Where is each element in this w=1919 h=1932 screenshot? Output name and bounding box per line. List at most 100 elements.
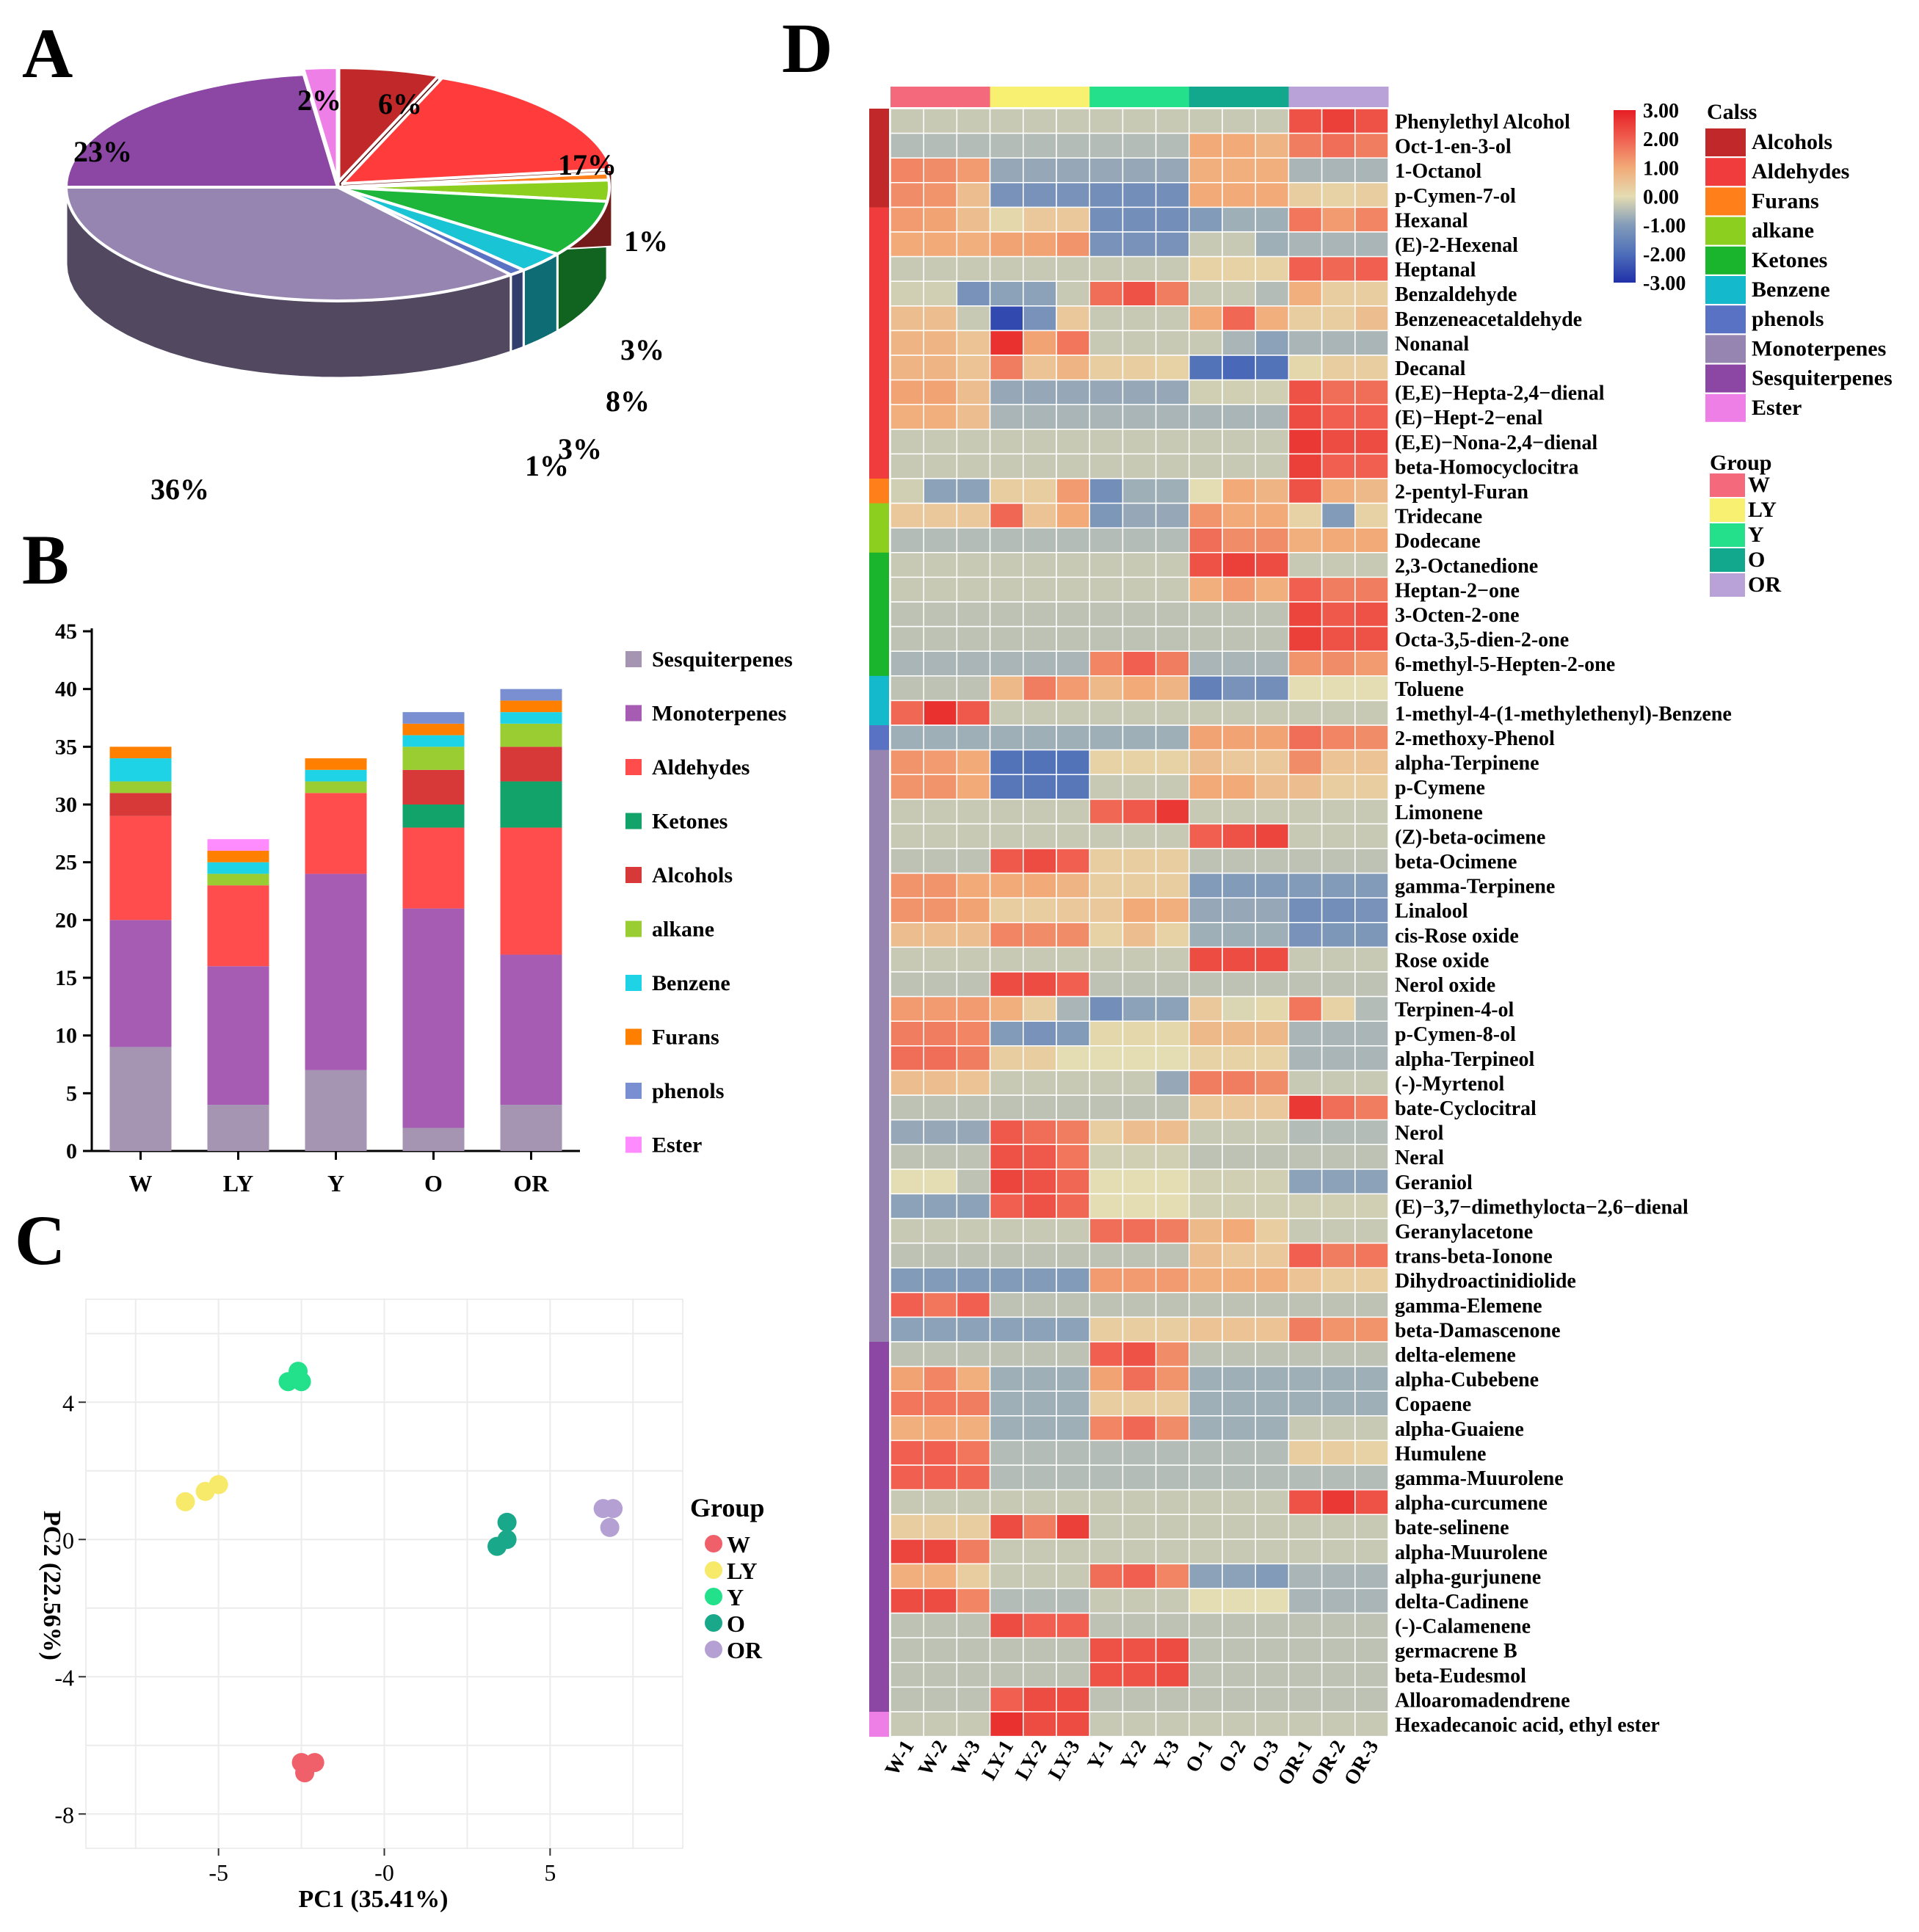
heatmap-cell	[1288, 305, 1323, 332]
row-class-bar-aldehydes	[869, 256, 889, 282]
heatmap-cell	[1023, 231, 1057, 258]
heatmap-cell	[989, 453, 1024, 479]
heatmap-cell	[1056, 1218, 1090, 1244]
heatmap-cell	[1255, 502, 1290, 529]
heatmap-cell	[956, 1045, 991, 1072]
row-label: beta-Ocimene	[1395, 851, 1517, 874]
heatmap-cell	[1023, 576, 1057, 603]
heatmap-cell	[1155, 182, 1190, 208]
heatmap-cell	[1354, 1464, 1389, 1491]
heatmap-cell	[890, 1514, 924, 1540]
x-tick-label: W	[129, 1170, 153, 1196]
heatmap-cell	[1222, 1045, 1256, 1072]
legend-dot-or	[705, 1641, 722, 1658]
heatmap-cell	[1056, 1119, 1090, 1145]
heatmap-cell	[1089, 1711, 1124, 1737]
heatmap-cell	[1023, 1341, 1057, 1368]
heatmap-cell	[1255, 922, 1290, 948]
heatmap-cell	[1089, 1612, 1124, 1638]
heatmap-cell	[1222, 1267, 1256, 1293]
bar-ly-monoterpenes	[207, 966, 269, 1105]
heatmap-cell	[1089, 1539, 1124, 1565]
heatmap-cell	[1189, 774, 1223, 800]
heatmap-cell	[1189, 280, 1223, 307]
heatmap-cell	[1321, 1686, 1356, 1713]
heatmap-cell	[1255, 700, 1290, 726]
heatmap-cell	[956, 650, 991, 677]
heatmap-cell	[1354, 1316, 1389, 1343]
heatmap-cell	[1288, 1020, 1323, 1047]
heatmap-cell	[890, 1390, 924, 1417]
row-label: 1-Octanol	[1395, 160, 1481, 183]
heatmap-cell	[1089, 922, 1124, 948]
heatmap-cell	[923, 1070, 958, 1096]
heatmap-cell	[1189, 1439, 1223, 1466]
heatmap-cell	[1321, 355, 1356, 381]
heatmap-cell	[1354, 1612, 1389, 1638]
column-group-bar-ly	[990, 87, 1024, 107]
x-tick-label: -5	[208, 1859, 228, 1886]
heatmap-cell	[989, 1390, 1024, 1417]
heatmap-cell	[1023, 1563, 1057, 1589]
heatmap-cell	[956, 1242, 991, 1268]
heatmap-cell	[1321, 848, 1356, 874]
legend-title: Group	[690, 1493, 764, 1522]
heatmap-cell	[1155, 527, 1190, 553]
heatmap-cell	[1189, 182, 1223, 208]
heatmap-cell	[923, 1686, 958, 1713]
row-label: Benzeneacetaldehyde	[1395, 308, 1582, 331]
heatmap-cell	[890, 1094, 924, 1121]
heatmap-cell	[1354, 625, 1389, 652]
heatmap-cell	[1354, 1489, 1389, 1515]
heatmap-cell	[1189, 330, 1223, 356]
heatmap-cell	[989, 576, 1024, 603]
heatmap-cell	[923, 1464, 958, 1491]
pie-slice-ester	[302, 65, 339, 184]
row-label: delta-Cadinene	[1395, 1591, 1528, 1613]
bar-or-benzene	[500, 712, 562, 724]
heatmap-cell	[1321, 429, 1356, 455]
legend-swatch-monoterpenes	[625, 705, 642, 722]
heatmap-cell	[1321, 799, 1356, 825]
class-legend-swatch-ester	[1705, 393, 1746, 422]
heatmap-cell	[956, 1365, 991, 1392]
bar-w-alcohols	[109, 793, 172, 816]
heatmap-cell	[1189, 1242, 1223, 1268]
heatmap-cell	[923, 527, 958, 553]
heatmap-cell	[989, 1242, 1024, 1268]
heatmap-cell	[1288, 157, 1323, 184]
heatmap-cell	[1288, 527, 1323, 553]
row-class-bar-monoterpenes	[869, 1219, 889, 1244]
heatmap-cell	[923, 872, 958, 898]
heatmap-cell	[890, 1267, 924, 1293]
heatmap-cell	[1222, 255, 1256, 282]
heatmap-cell	[1255, 404, 1290, 430]
heatmap-cell	[1056, 971, 1090, 998]
heatmap-cell	[1288, 1439, 1323, 1466]
heatmap-cell	[1122, 1341, 1157, 1368]
heatmap-cell	[1155, 305, 1190, 332]
heatmap-cell	[1089, 995, 1124, 1022]
heatmap-cell	[1255, 330, 1290, 356]
heatmap-cell	[1122, 823, 1157, 849]
heatmap-cell	[1189, 255, 1223, 282]
heatmap-cell	[1255, 625, 1290, 652]
heatmap-cell	[1155, 601, 1190, 628]
heatmap-cell	[1321, 1514, 1356, 1540]
heatmap-cell	[956, 1539, 991, 1565]
heatmap-cell	[1056, 724, 1090, 751]
column-group-bar-w	[957, 87, 991, 107]
heatmap-cell	[1089, 1070, 1124, 1096]
heatmap-cell	[1222, 625, 1256, 652]
row-label: Toluene	[1395, 678, 1464, 701]
row-class-bar-ketones	[869, 577, 889, 603]
group-legend-swatch-or	[1710, 573, 1745, 597]
heatmap-cell	[923, 749, 958, 775]
heatmap-cell	[1255, 429, 1290, 455]
heatmap-cell	[1354, 527, 1389, 553]
row-class-bar-alcohols	[869, 133, 889, 159]
heatmap-cell	[1155, 1464, 1190, 1491]
y-tick-label: 0	[66, 1139, 77, 1163]
heatmap-cell	[956, 1267, 991, 1293]
heatmap-cell	[1288, 552, 1323, 578]
